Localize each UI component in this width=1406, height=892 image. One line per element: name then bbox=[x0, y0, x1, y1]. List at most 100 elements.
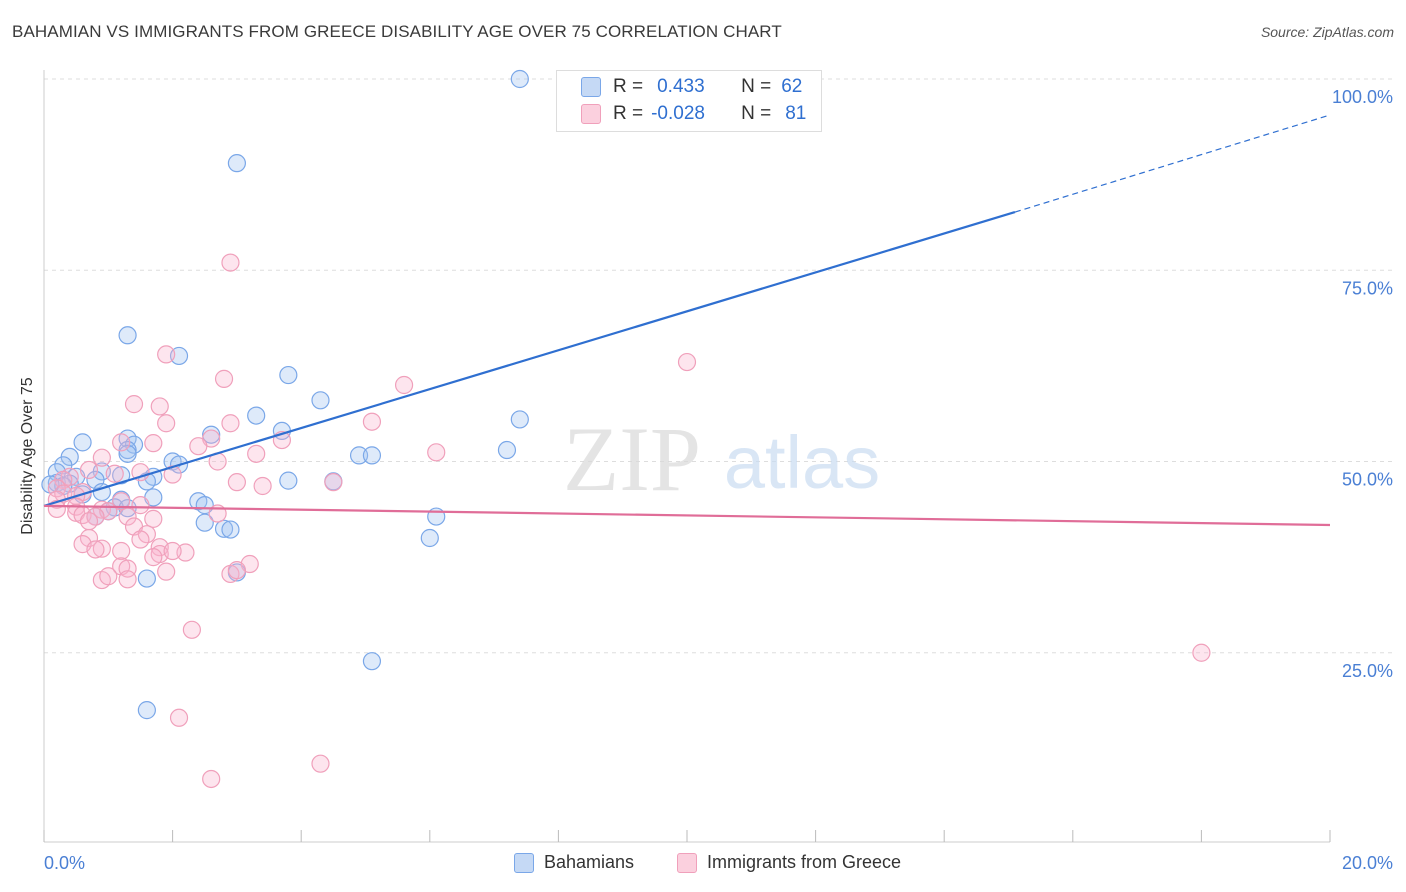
point-greece bbox=[311, 754, 330, 773]
legend-row-greece: R = -0.028 N = 81 bbox=[581, 102, 806, 126]
point-bahamian bbox=[349, 446, 369, 465]
point-bahamian bbox=[202, 425, 221, 444]
point-greece bbox=[124, 395, 144, 414]
point-bahamian bbox=[221, 520, 240, 539]
legend-item-greece[interactable]: Immigrants from Greece bbox=[677, 852, 901, 873]
legend-r-value: -0.028 bbox=[651, 103, 705, 124]
stats-legend: R = 0.433 N = 62 R = -0.028 N = 81 bbox=[556, 70, 822, 132]
legend-swatch-pink bbox=[581, 104, 601, 124]
chart-title: BAHAMIAN VS IMMIGRANTS FROM GREECE DISAB… bbox=[12, 22, 782, 41]
legend-item-bahamians[interactable]: Bahamians bbox=[514, 852, 634, 873]
point-greece bbox=[169, 708, 189, 727]
legend-swatch-blue bbox=[581, 77, 601, 97]
point-bahamian bbox=[118, 444, 137, 463]
point-greece bbox=[112, 492, 131, 511]
point-bahamian bbox=[118, 326, 137, 345]
legend-n-label: N = bbox=[741, 103, 772, 124]
point-greece bbox=[92, 500, 111, 519]
point-bahamian bbox=[54, 456, 73, 475]
gridlines bbox=[44, 78, 1392, 654]
y-axis-label: Disability Age Over 75 bbox=[19, 377, 36, 535]
point-bahamian bbox=[510, 69, 529, 89]
point-bahamian bbox=[510, 410, 529, 429]
point-bahamian bbox=[279, 471, 298, 490]
legend-r-value: 0.433 bbox=[657, 76, 705, 97]
trend-line-bahamians bbox=[43, 211, 1016, 507]
point-greece bbox=[157, 345, 176, 364]
point-bahamian bbox=[362, 446, 382, 465]
y-tick-label: 75.0% bbox=[1342, 278, 1393, 298]
point-bahamian bbox=[137, 569, 156, 588]
point-greece bbox=[79, 460, 99, 480]
point-greece bbox=[92, 539, 111, 558]
point-greece bbox=[362, 412, 382, 431]
point-bahamian bbox=[362, 652, 382, 671]
y-tick-label: 100.0% bbox=[1332, 87, 1393, 107]
point-greece bbox=[131, 496, 150, 515]
point-greece bbox=[227, 473, 246, 492]
x-tick-label-max: 20.0% bbox=[1342, 853, 1393, 873]
point-greece bbox=[86, 540, 105, 559]
point-greece bbox=[221, 414, 240, 433]
y-tick-label: 50.0% bbox=[1342, 470, 1393, 490]
tick-labels: 25.0% 50.0% 75.0% 100.0% 0.0% 20.0% bbox=[44, 87, 1393, 873]
point-bahamian bbox=[137, 701, 156, 720]
point-greece bbox=[144, 509, 163, 528]
trend-line-bahamians-extension bbox=[1014, 114, 1331, 213]
legend-r-label: R = bbox=[613, 76, 644, 97]
point-greece bbox=[324, 473, 343, 492]
point-bahamian bbox=[420, 528, 439, 548]
point-bahamian bbox=[497, 440, 517, 460]
point-greece bbox=[221, 253, 240, 272]
trend-lines bbox=[43, 114, 1331, 527]
point-greece bbox=[144, 548, 163, 567]
point-greece bbox=[157, 414, 176, 433]
legend-n-value: 62 bbox=[781, 76, 803, 97]
point-greece bbox=[189, 437, 208, 456]
point-bahamian bbox=[73, 433, 92, 452]
point-greece bbox=[131, 530, 150, 549]
legend-swatch-greece bbox=[677, 852, 697, 873]
point-bahamian bbox=[214, 519, 234, 538]
point-greece bbox=[92, 448, 111, 467]
point-bahamian bbox=[247, 406, 266, 425]
point-bahamian bbox=[279, 365, 298, 385]
point-greece bbox=[214, 369, 234, 388]
point-bahamian bbox=[112, 466, 131, 485]
point-greece bbox=[677, 352, 697, 372]
point-greece bbox=[47, 499, 66, 519]
point-greece bbox=[253, 476, 272, 496]
legend-r-label: R = bbox=[613, 103, 644, 124]
point-greece bbox=[144, 434, 163, 453]
point-bahamian bbox=[227, 154, 246, 173]
legend-label-bahamians: Bahamians bbox=[544, 852, 635, 872]
legend-swatch-bahamians bbox=[514, 852, 534, 873]
legend-n-value: 81 bbox=[785, 103, 807, 124]
watermark-atlas: atlas bbox=[724, 421, 880, 504]
point-bahamian bbox=[195, 513, 214, 532]
point-greece bbox=[202, 769, 221, 789]
point-greece bbox=[427, 443, 446, 462]
point-greece bbox=[79, 512, 99, 531]
x-tick-label-min: 0.0% bbox=[44, 853, 85, 873]
watermark-zip: ZIP bbox=[563, 408, 701, 510]
point-greece bbox=[163, 541, 182, 561]
trend-line-greece bbox=[43, 504, 1331, 527]
point-greece bbox=[86, 507, 105, 526]
point-greece bbox=[118, 559, 137, 578]
point-greece bbox=[227, 561, 246, 580]
point-greece bbox=[247, 444, 266, 463]
point-greece bbox=[1192, 643, 1211, 662]
point-greece bbox=[99, 567, 118, 586]
data-points bbox=[41, 69, 1211, 789]
point-greece bbox=[394, 375, 414, 395]
series-legend: Bahamians Immigrants from Greece bbox=[0, 852, 1406, 876]
point-bahamian bbox=[311, 391, 330, 410]
point-greece bbox=[105, 464, 124, 483]
point-greece bbox=[112, 541, 131, 561]
point-greece bbox=[150, 397, 169, 416]
legend-label-greece: Immigrants from Greece bbox=[707, 852, 902, 872]
y-tick-label: 25.0% bbox=[1342, 661, 1393, 681]
axes bbox=[43, 70, 1331, 843]
